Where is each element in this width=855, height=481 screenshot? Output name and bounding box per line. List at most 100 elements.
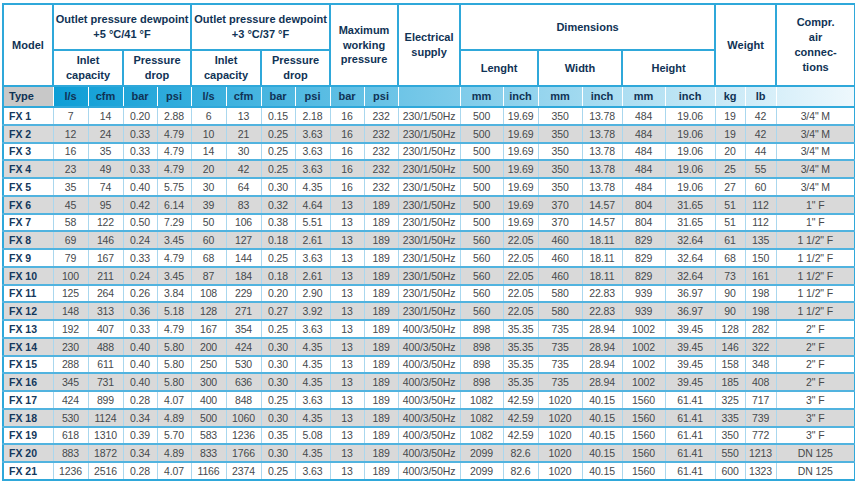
value-cell: 61.41 [665, 444, 715, 462]
value-cell: 0.30 [261, 409, 295, 427]
value-cell: 1560 [622, 427, 665, 445]
value-cell: 230/1/50Hz [398, 249, 460, 267]
value-cell: 4.07 [157, 462, 191, 480]
value-cell: 3.63 [295, 143, 330, 161]
value-cell: 61 [715, 231, 745, 249]
value-cell: 4.89 [157, 409, 191, 427]
dewpoint3-header: Outlet pressure dewpoint +3 °C/37 °F [191, 4, 330, 50]
width-header: Width [538, 50, 622, 86]
weight-header: Weight [715, 4, 776, 86]
value-cell: 5.08 [295, 427, 330, 445]
value-cell: 35.35 [503, 338, 538, 356]
value-cell: 5.80 [157, 338, 191, 356]
value-cell: 13 [330, 409, 364, 427]
model-cell: FX 18 [3, 409, 53, 427]
value-cell: 40.15 [582, 409, 622, 427]
value-cell: 0.40 [123, 178, 157, 196]
value-cell: 21 [226, 125, 261, 143]
value-cell: 717 [745, 391, 776, 409]
fx-dryer-spec-table: Model Outlet pressure dewpoint +5 °C/41 … [2, 3, 855, 481]
value-cell: 13 [330, 373, 364, 391]
value-cell: 108 [191, 285, 226, 303]
value-cell: 0.25 [261, 462, 295, 480]
value-cell: 112 [745, 196, 776, 214]
value-cell: 313 [88, 302, 123, 320]
model-cell: FX 11 [3, 285, 53, 303]
unit-inch-height: inch [665, 86, 715, 107]
table-row: FX 1961813100.395.7058312360.355.0813189… [3, 427, 855, 445]
value-cell: 2" F [776, 373, 855, 391]
value-cell: 13 [330, 196, 364, 214]
value-cell: 3.84 [157, 285, 191, 303]
value-cell: 13 [330, 462, 364, 480]
value-cell: 345 [53, 373, 88, 391]
value-cell: 230/1/50Hz [398, 178, 460, 196]
table-row: FX 1853011240.344.8950010600.304.3513189… [3, 409, 855, 427]
unit-psi-3: psi [295, 86, 330, 107]
value-cell: 230/1/50Hz [398, 267, 460, 285]
value-cell: 0.15 [261, 107, 295, 125]
unit-ls-3: l/s [191, 86, 226, 107]
value-cell: 189 [364, 462, 398, 480]
value-cell: 288 [53, 356, 88, 374]
value-cell: 1060 [226, 409, 261, 427]
value-cell: 60 [745, 178, 776, 196]
value-cell: 18.11 [582, 249, 622, 267]
height-header: Height [622, 50, 715, 86]
value-cell: 325 [715, 391, 745, 409]
unit-bar-3: bar [261, 86, 295, 107]
value-cell: 3.92 [295, 302, 330, 320]
value-cell: 1" F [776, 214, 855, 232]
value-cell: 22.83 [582, 285, 622, 303]
value-cell: 0.30 [261, 356, 295, 374]
value-cell: 0.27 [261, 302, 295, 320]
unit-inch-length: inch [503, 86, 538, 107]
value-cell: 20 [715, 143, 745, 161]
value-cell: 1020 [538, 462, 582, 480]
value-cell: 36.97 [665, 285, 715, 303]
value-cell: 60 [191, 231, 226, 249]
value-cell: 13 [330, 285, 364, 303]
model-cell: FX 3 [3, 143, 53, 161]
value-cell: 2374 [226, 462, 261, 480]
value-cell: 335 [715, 409, 745, 427]
value-cell: 898 [460, 356, 503, 374]
value-cell: 42 [745, 107, 776, 125]
value-cell: 500 [460, 107, 503, 125]
value-cell: 3" F [776, 409, 855, 427]
value-cell: 230/1/50Hz [398, 302, 460, 320]
unit-psi-5: psi [157, 86, 191, 107]
value-cell: 39.45 [665, 338, 715, 356]
unit-mm-height: mm [622, 86, 665, 107]
value-cell: 13 [330, 302, 364, 320]
value-cell: 1020 [538, 409, 582, 427]
value-cell: 32.64 [665, 249, 715, 267]
value-cell: 158 [715, 356, 745, 374]
value-cell: 90 [715, 302, 745, 320]
value-cell: 24 [88, 125, 123, 143]
value-cell: 400/3/50Hz [398, 391, 460, 409]
value-cell: 5.80 [157, 373, 191, 391]
value-cell: 0.42 [123, 196, 157, 214]
value-cell: 230/1/50Hz [398, 107, 460, 125]
model-cell: FX 8 [3, 231, 53, 249]
value-cell: 5.75 [157, 178, 191, 196]
value-cell: 829 [622, 267, 665, 285]
value-cell: 39.45 [665, 356, 715, 374]
value-cell: 2.61 [295, 267, 330, 285]
value-cell: 348 [745, 356, 776, 374]
value-cell: 1213 [745, 444, 776, 462]
value-cell: 7 [53, 107, 88, 125]
value-cell: 400/3/50Hz [398, 444, 460, 462]
value-cell: 530 [53, 409, 88, 427]
value-cell: 0.33 [123, 320, 157, 338]
value-cell: 4.35 [295, 373, 330, 391]
value-cell: 739 [745, 409, 776, 427]
model-cell: FX 15 [3, 356, 53, 374]
value-cell: 560 [460, 302, 503, 320]
value-cell: 35.35 [503, 320, 538, 338]
value-cell: 400/3/50Hz [398, 427, 460, 445]
value-cell: 13.78 [582, 160, 622, 178]
value-cell: 90 [715, 285, 745, 303]
value-cell: 1124 [88, 409, 123, 427]
